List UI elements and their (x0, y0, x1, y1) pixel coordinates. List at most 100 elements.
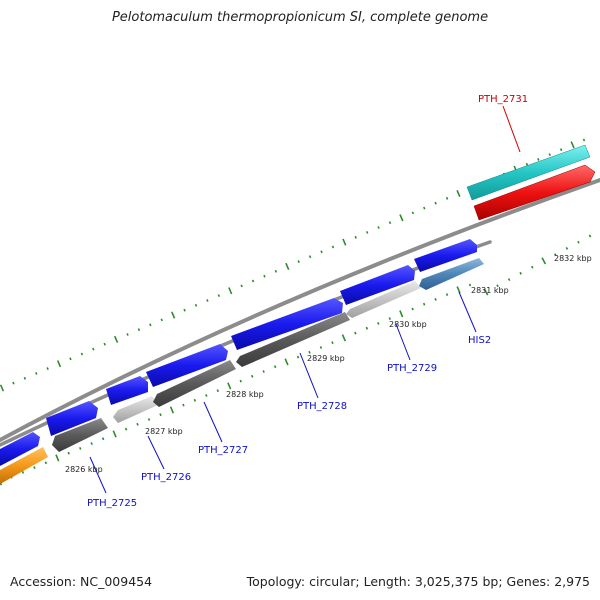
minor-tick (331, 341, 334, 345)
minor-tick (388, 221, 392, 225)
minor-tick (331, 245, 335, 249)
gene-lightgray-2 (346, 281, 421, 318)
minor-tick (92, 347, 95, 351)
gene-label-pth-2731: PTH_2731 (478, 94, 528, 105)
minor-tick (194, 303, 198, 307)
gene-blue-5 (231, 298, 343, 350)
gene-label-pth-2727: PTH_2727 (198, 445, 248, 456)
gene-blue-2 (46, 401, 98, 436)
inner-tick-row (0, 283, 472, 486)
accession-text: Accession: NC_009454 (10, 574, 153, 589)
gene-label-pth-2728: PTH_2728 (297, 401, 347, 412)
minor-tick (35, 371, 38, 375)
minor-tick (33, 466, 36, 470)
minor-tick (46, 367, 49, 370)
gene-label-pth-2726: PTH_2726 (141, 472, 191, 483)
gene-label-his2: HIS2 (468, 335, 491, 346)
minor-tick (507, 278, 511, 281)
tick-label: 2832 kbp (554, 254, 592, 263)
gene-blue-4 (146, 344, 228, 387)
minor-tick (354, 331, 357, 335)
label-leaders (89, 105, 521, 494)
minor-tick (296, 355, 300, 359)
reverse-strand-genes (0, 258, 484, 483)
minor-tick (320, 250, 323, 254)
major-tick (56, 360, 62, 368)
minor-tick (44, 461, 48, 465)
major-tick (570, 141, 575, 149)
gene-orange (0, 447, 48, 483)
minor-tick (205, 394, 208, 397)
gene-blue-6 (340, 265, 415, 305)
minor-tick (217, 294, 221, 298)
minor-tick (251, 279, 255, 283)
tick-label: 2831 kbp (471, 286, 509, 295)
minor-tick (101, 437, 105, 441)
minor-tick (80, 352, 84, 356)
major-tick (483, 288, 489, 296)
major-tick (284, 358, 289, 366)
minor-tick (159, 413, 162, 417)
gene-gray-2 (153, 360, 236, 407)
minor-tick (565, 247, 569, 250)
gene-blue-1 (0, 432, 40, 466)
minor-tick (530, 265, 534, 269)
gene-blue-3 (106, 376, 148, 405)
major-tick (55, 454, 60, 462)
minor-tick (525, 162, 529, 166)
minor-tick (388, 317, 391, 321)
minor-tick (434, 201, 437, 205)
minor-tick (377, 321, 380, 325)
minor-tick (216, 389, 220, 393)
minor-tick (365, 326, 369, 330)
major-tick (171, 311, 176, 319)
major-tick (227, 382, 232, 390)
forward-strand-genes (0, 239, 477, 466)
backbone-upper (0, 178, 600, 442)
major-tick (541, 257, 547, 265)
minor-tick (582, 138, 586, 142)
minor-tick (468, 283, 472, 287)
major-tick (0, 480, 3, 486)
minor-tick (423, 206, 426, 210)
gene-label-pth-2725: PTH_2725 (87, 498, 137, 509)
minor-tick (124, 427, 128, 431)
minor-tick (147, 418, 151, 421)
minor-tick (206, 299, 209, 302)
gene-steel (419, 258, 484, 290)
major-tick (285, 262, 290, 271)
minor-tick (160, 318, 163, 322)
minor-tick (149, 323, 152, 327)
gene-pth-2731-cyan (466, 144, 591, 201)
minor-tick (422, 302, 426, 306)
major-tick (228, 287, 233, 295)
minor-tick (559, 148, 563, 152)
major-tick (399, 214, 404, 222)
minor-tick (273, 365, 277, 369)
minor-tick (411, 211, 415, 215)
minor-tick (240, 284, 243, 288)
minor-tick (354, 235, 357, 239)
minor-tick (496, 284, 499, 288)
minor-tick (182, 403, 185, 407)
gene-lightgray-1 (113, 396, 158, 423)
major-tick (169, 406, 175, 414)
minor-tick (21, 470, 25, 474)
major-tick (341, 334, 347, 342)
tick-label: 2826 kbp (65, 465, 103, 474)
minor-tick (239, 379, 242, 383)
minor-tick (588, 234, 592, 238)
genome-summary-text: Topology: circular; Length: 3,025,375 bp… (246, 574, 590, 589)
tick-label: 2827 kbp (145, 427, 183, 436)
minor-tick (262, 370, 265, 373)
major-tick (0, 384, 5, 392)
minor-tick (136, 422, 139, 426)
tick-label: 2828 kbp (226, 390, 264, 399)
gene-gray-3 (236, 312, 350, 367)
minor-tick (126, 333, 129, 336)
minor-tick (445, 293, 449, 297)
minor-tick (365, 230, 369, 234)
major-tick (112, 430, 117, 438)
minor-tick (577, 240, 580, 244)
